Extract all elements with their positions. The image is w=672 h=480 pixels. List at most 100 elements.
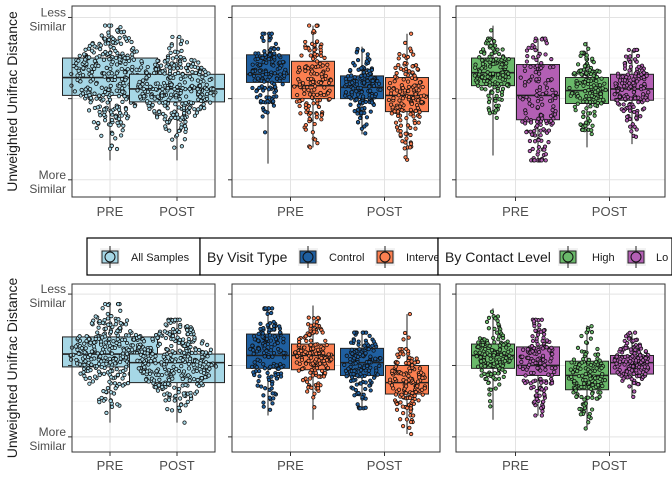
data-point — [524, 95, 529, 100]
data-point — [313, 370, 318, 375]
data-point — [271, 327, 276, 332]
data-point — [264, 336, 270, 341]
data-point — [207, 366, 212, 371]
data-point — [635, 53, 641, 59]
data-point — [364, 115, 370, 120]
data-point — [318, 53, 324, 58]
data-point — [88, 96, 93, 101]
data-point — [172, 317, 178, 322]
data-point — [321, 358, 326, 364]
data-point — [637, 343, 643, 349]
data-point — [368, 88, 373, 93]
data-point — [192, 58, 197, 63]
data-point — [486, 100, 492, 105]
data-point — [532, 323, 537, 329]
data-point — [625, 114, 630, 119]
data-point — [185, 324, 190, 329]
data-point — [589, 93, 594, 98]
data-point — [494, 360, 499, 365]
data-point — [76, 351, 81, 356]
data-point — [272, 334, 277, 339]
data-point — [402, 330, 408, 336]
data-point — [114, 340, 119, 345]
data-point — [101, 398, 106, 403]
data-point — [194, 368, 199, 373]
data-point — [403, 72, 408, 77]
data-point — [406, 69, 412, 74]
data-point — [110, 131, 115, 136]
data-point — [408, 31, 414, 36]
data-point — [118, 308, 123, 313]
data-point — [128, 329, 133, 334]
data-point — [191, 377, 197, 382]
data-point — [261, 400, 266, 405]
data-point — [543, 386, 549, 391]
data-point — [196, 60, 201, 65]
data-point — [163, 335, 168, 341]
data-point — [254, 95, 259, 100]
data-point — [359, 106, 365, 111]
data-point — [357, 351, 362, 357]
data-point — [159, 384, 165, 390]
data-point — [179, 65, 184, 70]
data-point — [369, 100, 375, 105]
data-point — [171, 66, 176, 71]
legend-label-low: Lo — [656, 252, 668, 264]
data-point — [479, 86, 484, 91]
data-point — [186, 62, 191, 67]
data-point — [525, 347, 530, 352]
data-point — [260, 72, 265, 78]
data-point — [174, 112, 180, 117]
data-point — [200, 74, 205, 80]
data-point — [371, 375, 377, 380]
data-point — [543, 81, 548, 86]
data-point — [141, 94, 147, 99]
data-point — [530, 146, 535, 152]
data-point — [365, 52, 370, 57]
data-point — [74, 65, 79, 70]
data-point — [111, 339, 116, 344]
data-point — [534, 119, 540, 124]
data-point — [625, 340, 630, 346]
data-point — [198, 94, 203, 99]
data-point — [272, 90, 277, 95]
data-point — [485, 70, 490, 75]
data-point — [173, 393, 178, 398]
data-point — [185, 331, 190, 337]
data-point — [89, 321, 94, 326]
data-point — [169, 43, 174, 48]
data-point — [271, 350, 277, 356]
data-point — [172, 71, 178, 77]
data-point — [590, 123, 595, 128]
data-point — [177, 329, 182, 335]
data-point — [193, 347, 198, 352]
data-point — [638, 114, 643, 119]
data-point — [524, 59, 529, 64]
data-point — [355, 57, 361, 63]
data-point — [262, 49, 267, 54]
data-point — [351, 371, 356, 377]
data-point — [420, 392, 425, 397]
data-point — [397, 98, 402, 103]
data-point — [539, 317, 544, 322]
data-point — [118, 321, 123, 326]
data-point — [144, 75, 149, 80]
data-point — [282, 355, 287, 360]
data-point — [417, 114, 422, 119]
data-point — [524, 116, 529, 121]
data-point — [175, 66, 180, 71]
data-point — [295, 92, 300, 98]
data-point — [600, 383, 605, 389]
data-point — [352, 393, 357, 398]
legend-key-point — [630, 251, 642, 263]
data-point — [203, 350, 209, 355]
data-point — [546, 128, 552, 133]
data-point — [591, 60, 596, 65]
data-point — [479, 359, 484, 364]
data-point — [536, 149, 541, 154]
data-point — [303, 122, 308, 128]
data-point — [131, 46, 136, 51]
legend-key-point — [302, 251, 314, 263]
data-point — [408, 112, 413, 117]
data-point — [638, 353, 643, 358]
